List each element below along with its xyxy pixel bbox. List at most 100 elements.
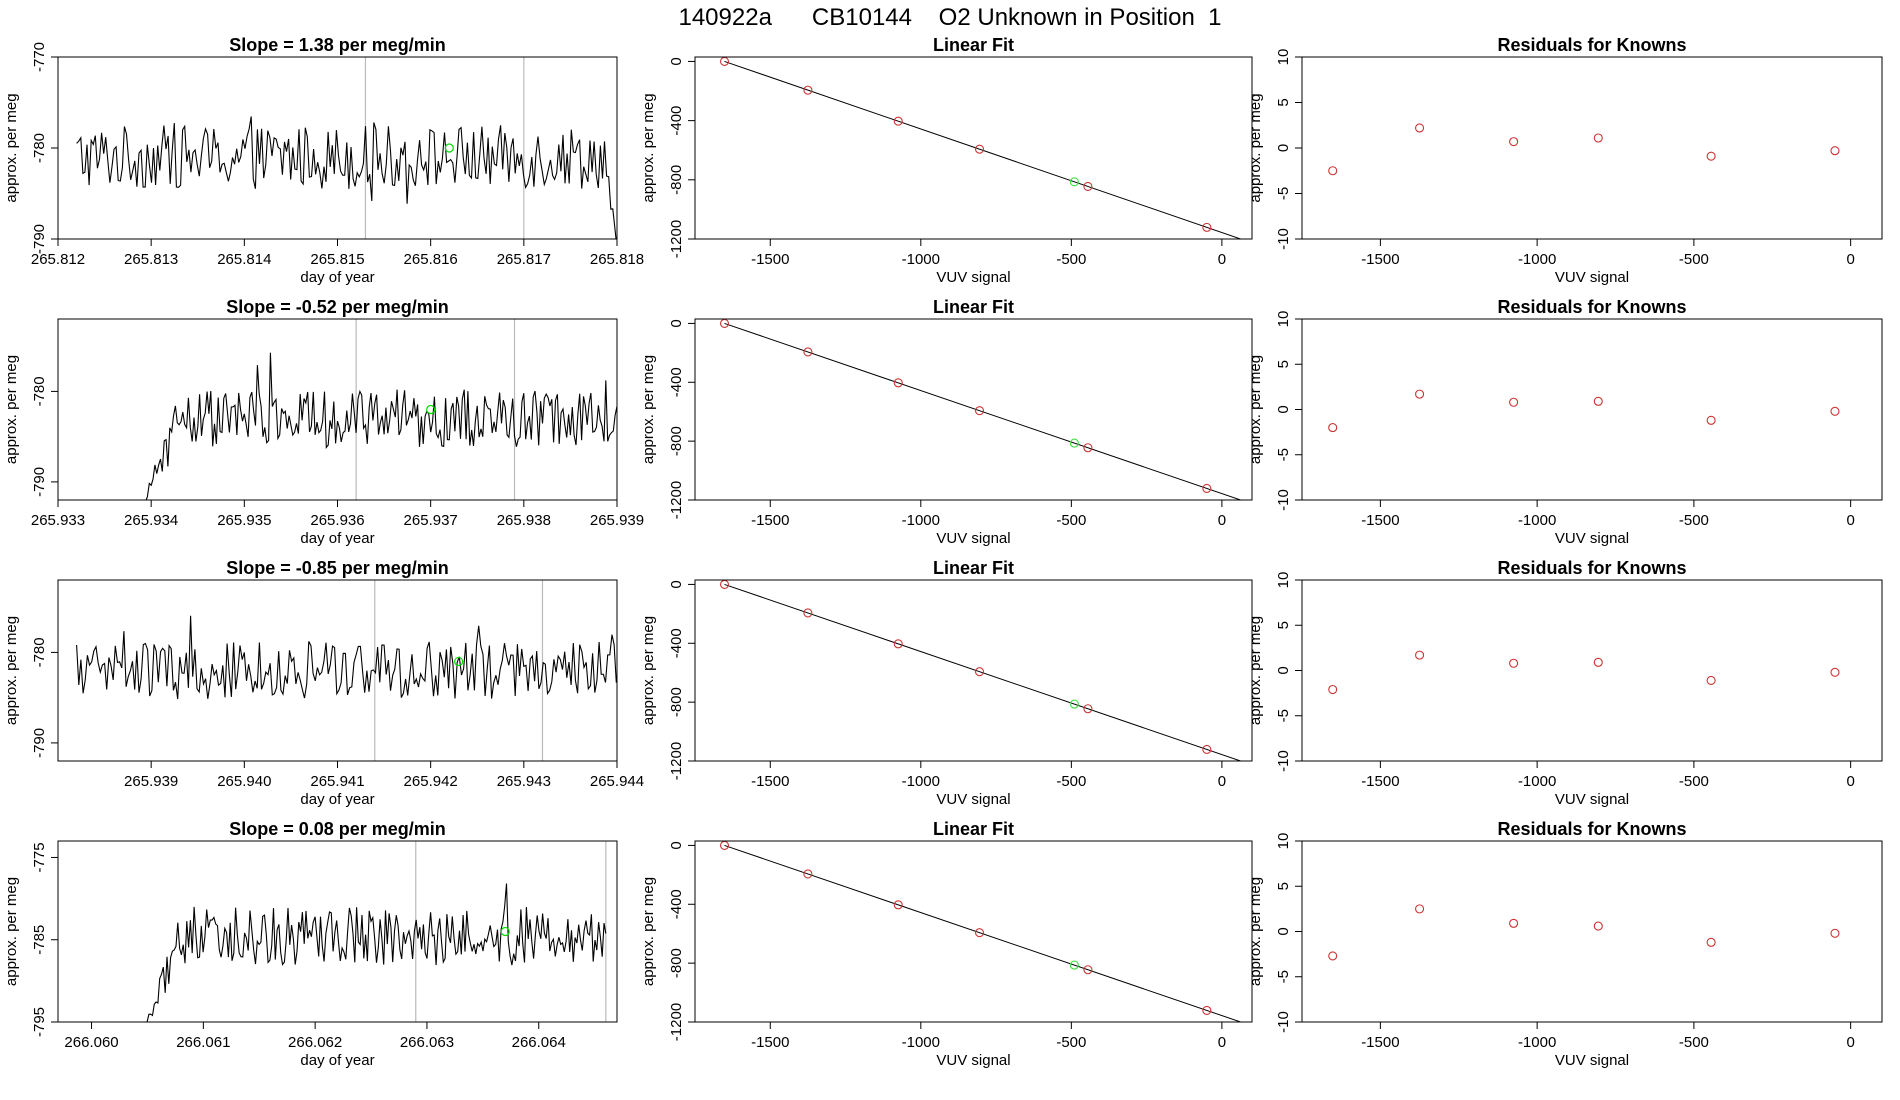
plot-area: [719, 580, 1243, 761]
signal-line: [145, 883, 607, 1022]
unknown-point: [1069, 960, 1079, 970]
known-point: [1083, 181, 1093, 192]
y-axis-label: approx. per meg: [640, 877, 657, 986]
chart-panel-linear-fit-row2: Linear Fit VUV signal approx. per meg -1500…: [640, 297, 1253, 547]
x-tick-label: -500: [1056, 512, 1086, 529]
y-tick-label: -800: [668, 165, 685, 195]
x-tick-label: 265.814: [217, 251, 271, 268]
x-tick-label: 265.937: [404, 512, 458, 529]
x-axis-label: VUV signal: [936, 791, 1010, 808]
y-tick-label: 10: [1275, 833, 1292, 850]
x-tick-label: 0: [1846, 1034, 1854, 1051]
y-tick-label: -800: [668, 426, 685, 456]
plot-area: [1328, 650, 1840, 695]
known-point: [1202, 744, 1212, 754]
residual-point: [1328, 166, 1338, 176]
plot-frame: [57, 56, 618, 240]
y-tick-label: 0: [668, 580, 685, 588]
x-tick-label: 265.816: [404, 251, 458, 268]
residual-point: [1706, 415, 1716, 425]
x-tick-label: 265.815: [310, 251, 364, 268]
x-tick-label: -1000: [1518, 1034, 1556, 1051]
y-tick-label: -10: [1275, 750, 1292, 772]
y-axis-label: approx. per meg: [1247, 616, 1264, 725]
y-tick-label: -800: [668, 948, 685, 978]
residual-point: [1415, 650, 1425, 660]
x-tick-label: 0: [1218, 512, 1226, 529]
x-tick-label: 265.939: [590, 512, 644, 529]
known-point: [893, 378, 903, 388]
x-axis-label: day of year: [300, 1052, 374, 1069]
x-tick-label: -500: [1056, 773, 1086, 790]
y-tick-label: 0: [1275, 144, 1292, 152]
x-axis-label: VUV signal: [1555, 269, 1629, 286]
x-tick-label: 0: [1846, 512, 1854, 529]
chart-title: Linear Fit: [933, 35, 1014, 55]
unknown-marker: [426, 404, 436, 415]
residual-point: [1328, 951, 1338, 961]
x-tick-label: 0: [1218, 251, 1226, 268]
y-tick-label: 0: [1275, 927, 1292, 935]
signal-line: [76, 116, 617, 239]
x-tick-label: -1000: [902, 512, 940, 529]
y-tick-label: -780: [31, 133, 48, 163]
residual-point: [1830, 406, 1840, 416]
plot-frame: [1301, 56, 1883, 240]
y-tick-label: -800: [668, 687, 685, 717]
y-axis-label: approx. per meg: [1247, 93, 1264, 202]
known-point: [1202, 1005, 1212, 1015]
x-axis-label: day of year: [300, 530, 374, 547]
plot-frame: [694, 56, 1253, 240]
known-point: [803, 347, 813, 357]
x-tick-label: 265.817: [497, 251, 551, 268]
x-tick-label: 266.061: [176, 1034, 230, 1051]
y-tick-label: -10: [1275, 489, 1292, 511]
chart-panel-residuals-row4: Residuals for Knowns VUV signal approx. pe…: [1247, 819, 1883, 1069]
fit-line: [724, 583, 1243, 761]
x-tick-label: -1000: [902, 251, 940, 268]
y-tick-label: -400: [668, 628, 685, 658]
y-tick-label: -775: [31, 842, 48, 872]
known-point: [974, 667, 985, 677]
x-axis-label: VUV signal: [936, 530, 1010, 547]
x-tick-label: 265.943: [497, 773, 551, 790]
x-tick-label: 265.812: [31, 251, 85, 268]
residual-point: [1415, 123, 1425, 133]
residual-point: [1328, 423, 1338, 433]
x-tick-label: 0: [1218, 773, 1226, 790]
y-tick-label: 0: [668, 319, 685, 327]
y-axis-label: approx. per meg: [640, 616, 657, 725]
known-point: [1083, 704, 1093, 714]
x-tick-label: -500: [1056, 251, 1086, 268]
chart-title: Linear Fit: [933, 558, 1014, 578]
chart-panel-time-series-row3: Slope = -0.85 per meg/min day of year appr…: [3, 558, 644, 808]
unknown-marker: [454, 656, 464, 667]
y-tick-label: 0: [668, 57, 685, 65]
x-tick-label: -1500: [751, 1034, 789, 1051]
x-tick-label: -1500: [751, 512, 789, 529]
x-tick-label: -1500: [1361, 773, 1399, 790]
y-tick-label: 0: [1275, 405, 1292, 413]
residual-point: [1830, 667, 1840, 677]
plot-frame: [57, 840, 618, 1023]
x-tick-label: -500: [1679, 1034, 1709, 1051]
fit-line: [724, 60, 1243, 239]
chart-title: Slope = 0.08 per meg/min: [229, 819, 446, 839]
plot-area: [719, 319, 1243, 500]
y-tick-label: 10: [1275, 311, 1292, 328]
known-point: [974, 928, 985, 938]
y-tick-label: -795: [31, 1007, 48, 1037]
chart-panel-residuals-row2: Residuals for Knowns VUV signal approx. pe…: [1247, 297, 1883, 547]
x-tick-label: -500: [1056, 1034, 1086, 1051]
plot-area: [1328, 123, 1840, 176]
chart-title: Slope = -0.52 per meg/min: [226, 297, 449, 317]
unknown-marker: [500, 926, 510, 937]
y-tick-label: -10: [1275, 1011, 1292, 1033]
known-point: [803, 869, 813, 879]
y-tick-label: -5: [1275, 970, 1292, 983]
unknown-point: [1069, 438, 1079, 448]
chart-title: Residuals for Knowns: [1497, 297, 1686, 317]
y-tick-label: -1200: [668, 481, 685, 519]
x-axis-label: day of year: [300, 269, 374, 286]
plot-frame: [694, 318, 1253, 501]
